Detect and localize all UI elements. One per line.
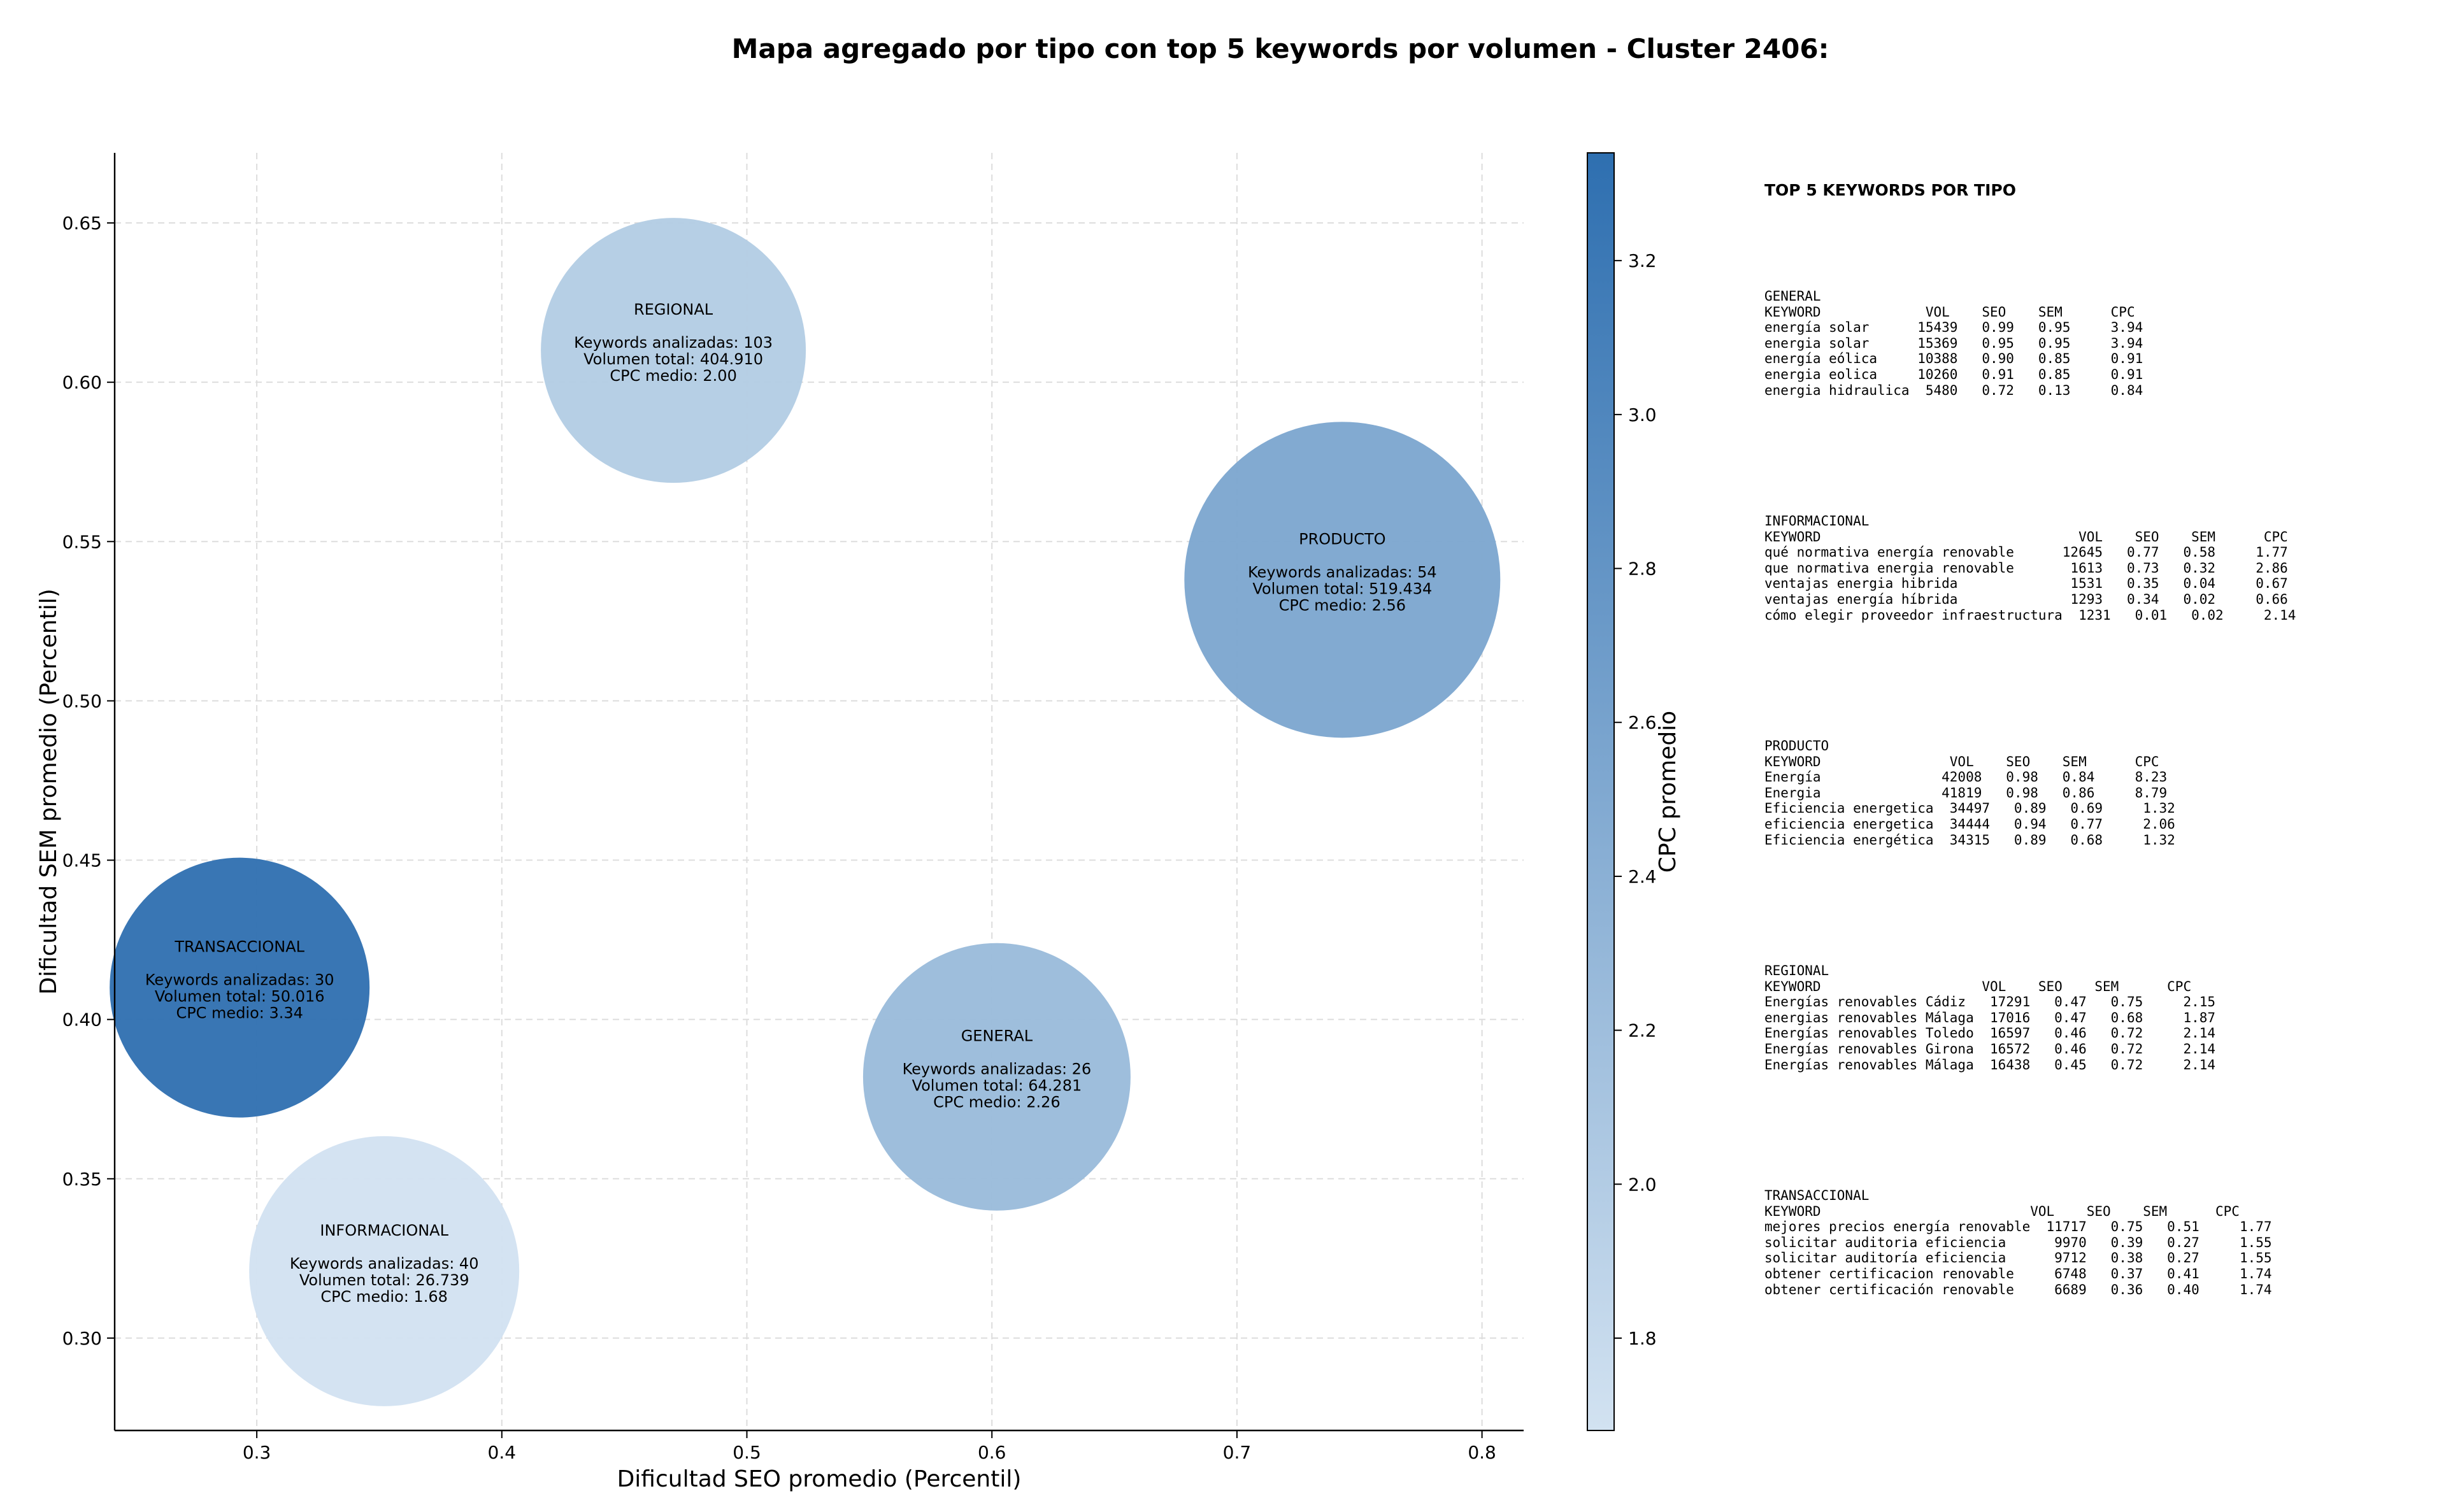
keyword-row: que normativa energia renovable 1613 0.7… bbox=[1764, 560, 2288, 576]
bubble-label: PRODUCTO bbox=[1299, 530, 1385, 548]
y-tick-label: 0.35 bbox=[62, 1169, 102, 1190]
keyword-row: ventajas energia hibrida 1531 0.35 0.04 … bbox=[1764, 576, 2288, 592]
section-transaccional: TRANSACCIONAL KEYWORD VOL SEO SEM CPC mejo… bbox=[1764, 1188, 2272, 1297]
x-tick-label: 0.4 bbox=[488, 1442, 517, 1463]
bubble-general bbox=[862, 943, 1131, 1211]
bubble-label: INFORMACIONAL bbox=[320, 1222, 448, 1239]
x-axis-label: Dificultad SEO promedio (Percentil) bbox=[617, 1466, 1022, 1492]
bubble-annotation: Keywords analizadas: 40 bbox=[290, 1255, 479, 1273]
bubble-label: REGIONAL bbox=[634, 301, 713, 318]
keyword-row: Energías renovables Girona 16572 0.46 0.… bbox=[1764, 1041, 2216, 1057]
bubble-annotation: CPC medio: 2.56 bbox=[1279, 596, 1406, 614]
y-tick-label: 0.65 bbox=[62, 213, 102, 234]
bubble-regional bbox=[541, 218, 806, 483]
bubble-annotation: CPC medio: 2.00 bbox=[610, 367, 737, 385]
bubble-annotation: CPC medio: 3.34 bbox=[176, 1004, 303, 1022]
keyword-row: energia hidraulica 5480 0.72 0.13 0.84 bbox=[1764, 382, 2143, 398]
bubble-annotation: Volumen total: 26.739 bbox=[299, 1271, 469, 1289]
bubble-annotation: Keywords analizadas: 54 bbox=[1248, 563, 1437, 581]
keyword-row: obtener certificación renovable 6689 0.3… bbox=[1764, 1281, 2272, 1297]
keyword-row: energia solar 15369 0.95 0.95 3.94 bbox=[1764, 335, 2143, 351]
section-title: PRODUCTO bbox=[1764, 738, 1829, 753]
bubble-annotation: Volumen total: 50.016 bbox=[155, 988, 325, 1006]
section-informacional: INFORMACIONAL KEYWORD VOL SEO SEM CPC qué … bbox=[1764, 513, 2296, 623]
panel-title: TOP 5 KEYWORDS POR TIPO bbox=[1764, 181, 2016, 200]
y-tick-label: 0.45 bbox=[62, 850, 102, 871]
bubble-annotation: CPC medio: 2.26 bbox=[933, 1094, 1061, 1111]
colorbar-tick-label: 2.8 bbox=[1628, 559, 1657, 580]
chart-title: Mapa agregado por tipo con top 5 keyword… bbox=[731, 33, 1829, 64]
section-regional: REGIONAL KEYWORD VOL SEO SEM CPC Energías … bbox=[1764, 963, 2215, 1073]
y-axis-label: Dificultad SEM promedio (Percentil) bbox=[36, 588, 62, 995]
section-producto: PRODUCTO KEYWORD VOL SEO SEM CPC Energía 4… bbox=[1764, 738, 2175, 848]
section-title: GENERAL bbox=[1764, 288, 1821, 304]
keyword-row: Energía 42008 0.98 0.84 8.23 bbox=[1764, 769, 2168, 785]
colorbar-tick-label: 2.0 bbox=[1628, 1174, 1657, 1195]
keyword-row: energía solar 15439 0.99 0.95 3.94 bbox=[1764, 320, 2143, 336]
section-header: KEYWORD VOL SEO SEM CPC bbox=[1764, 304, 2135, 320]
keyword-row: solicitar auditoria eficiencia 9970 0.39… bbox=[1764, 1234, 2272, 1250]
keyword-row: Eficiencia energetica 34497 0.89 0.69 1.… bbox=[1764, 801, 2175, 817]
bubble-transaccional bbox=[110, 857, 370, 1118]
keyword-row: energia eolica 10260 0.91 0.85 0.91 bbox=[1764, 366, 2143, 382]
colorbar-tick-label: 3.0 bbox=[1628, 404, 1657, 425]
bubble-annotation: Keywords analizadas: 30 bbox=[145, 971, 334, 989]
keyword-row: ventajas energía híbrida 1293 0.34 0.02 … bbox=[1764, 591, 2288, 607]
keyword-row: Eficiencia energética 34315 0.89 0.68 1.… bbox=[1764, 832, 2175, 848]
top-keywords-panel: TOP 5 KEYWORDS POR TIPO GENERAL KEYWORD V… bbox=[1764, 152, 2427, 1297]
keyword-row: solicitar auditoría eficiencia 9712 0.38… bbox=[1764, 1250, 2272, 1266]
keyword-row: Energías renovables Málaga 16438 0.45 0.… bbox=[1764, 1057, 2216, 1073]
x-tick-label: 0.5 bbox=[733, 1442, 761, 1463]
colorbar-gradient bbox=[1587, 152, 1615, 1431]
colorbar-tick-label: 2.6 bbox=[1628, 712, 1657, 733]
colorbar-tick-label: 3.2 bbox=[1628, 250, 1657, 271]
keyword-row: Energías renovables Toledo 16597 0.46 0.… bbox=[1764, 1025, 2216, 1041]
x-tick-label: 0.8 bbox=[1468, 1442, 1496, 1463]
section-title: INFORMACIONAL bbox=[1764, 513, 1870, 529]
colorbar-tick-label: 2.2 bbox=[1628, 1020, 1657, 1041]
y-tick-label: 0.55 bbox=[62, 531, 102, 552]
keyword-row: Energia 41819 0.98 0.86 8.79 bbox=[1764, 785, 2168, 801]
section-header: KEYWORD VOL SEO SEM CPC bbox=[1764, 529, 2288, 545]
section-title: TRANSACCIONAL bbox=[1764, 1187, 1870, 1203]
bubble-label: GENERAL bbox=[961, 1027, 1033, 1045]
keyword-row: eficiencia energetica 34444 0.94 0.77 2.… bbox=[1764, 816, 2175, 832]
keyword-row: qué normativa energía renovable 12645 0.… bbox=[1764, 545, 2288, 560]
y-tick-label: 0.50 bbox=[62, 690, 102, 711]
bubble-informacional bbox=[249, 1136, 520, 1406]
x-tick-label: 0.3 bbox=[243, 1442, 271, 1463]
y-tick-label: 0.60 bbox=[62, 372, 102, 393]
section-header: KEYWORD VOL SEO SEM CPC bbox=[1764, 978, 2192, 994]
bubble-label: TRANSACCIONAL bbox=[174, 938, 304, 956]
bubble-annotation: Volumen total: 404.910 bbox=[583, 350, 763, 368]
colorbar-label: CPC promedio bbox=[1655, 711, 1681, 873]
section-header: KEYWORD VOL SEO SEM CPC bbox=[1764, 753, 2159, 769]
colorbar-tick-label: 1.8 bbox=[1628, 1328, 1657, 1349]
bubble-annotation: Keywords analizadas: 26 bbox=[903, 1060, 1092, 1078]
keyword-row: cómo elegir proveedor infraestructura 12… bbox=[1764, 607, 2296, 623]
bubble-producto bbox=[1184, 422, 1501, 738]
keyword-row: energias renovables Málaga 17016 0.47 0.… bbox=[1764, 1009, 2216, 1025]
section-title: REGIONAL bbox=[1764, 962, 1829, 978]
keyword-row: mejores precios energía renovable 11717 … bbox=[1764, 1219, 2272, 1235]
axes: 0.3 0.4 0.5 0.6 0.7 0.8 0.30 0.35 0.40 0.45 0.50 0.… bbox=[36, 153, 1524, 1492]
bubble-annotation: Keywords analizadas: 103 bbox=[574, 334, 773, 352]
y-tick-label: 0.40 bbox=[62, 1009, 102, 1031]
keyword-row: obtener certificacion renovable 6748 0.3… bbox=[1764, 1266, 2272, 1281]
x-tick-label: 0.6 bbox=[978, 1442, 1006, 1463]
bubble-annotation: Volumen total: 64.281 bbox=[912, 1077, 1082, 1095]
keyword-row: Energías renovables Cádiz 17291 0.47 0.7… bbox=[1764, 994, 2216, 1010]
y-tick-label: 0.30 bbox=[62, 1328, 102, 1349]
bubble-annotation: CPC medio: 1.68 bbox=[320, 1288, 448, 1306]
bubble-annotation: Volumen total: 519.434 bbox=[1252, 580, 1432, 597]
colorbar-tick-label: 2.4 bbox=[1628, 866, 1657, 887]
keyword-row: energía eólica 10388 0.90 0.85 0.91 bbox=[1764, 351, 2143, 367]
section-header: KEYWORD VOL SEO SEM CPC bbox=[1764, 1203, 2240, 1219]
section-general: GENERAL KEYWORD VOL SEO SEM CPC energía so… bbox=[1764, 289, 2143, 398]
colorbar: 1.8 2.0 2.2 2.4 2.6 2.8 3.0 3.2 CPC promedio bbox=[1587, 152, 1681, 1431]
x-tick-label: 0.7 bbox=[1223, 1442, 1252, 1463]
